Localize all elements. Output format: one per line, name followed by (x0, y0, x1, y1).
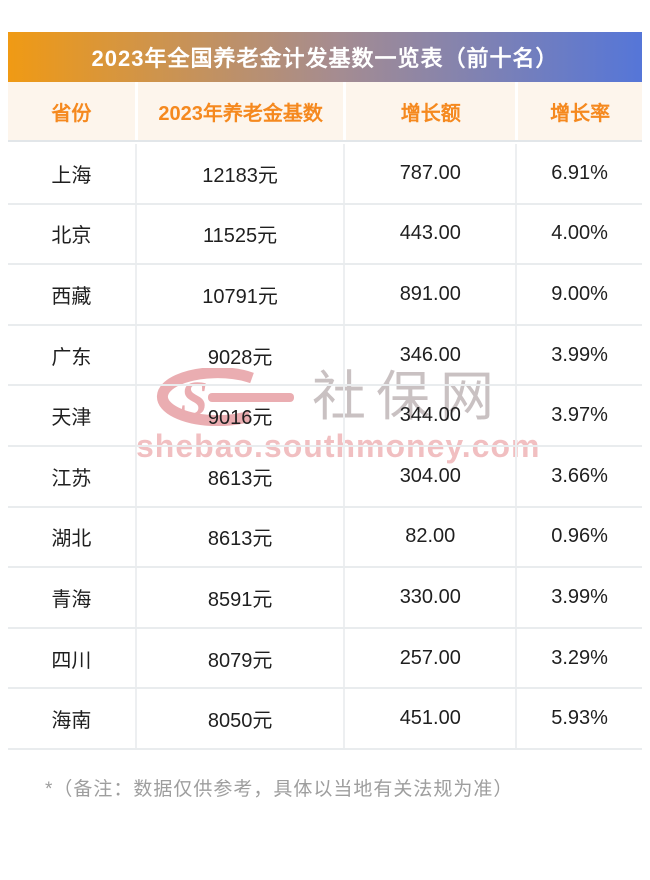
cell-province: 青海 (51, 588, 92, 611)
header-cell-growth-amount: 增长额 (343, 82, 515, 140)
cell-growth-rate: 3.66% (515, 446, 642, 506)
cell-pension-base: 9016元 (134, 386, 344, 445)
table-row: 青海 8591元 330.00 3.99% (8, 568, 642, 629)
table-row: 海南 8050元 451.00 5.93% (8, 689, 642, 750)
cell-growth-amount: 787.00 (343, 144, 515, 203)
cell-pension-base: 8591元 (134, 568, 344, 627)
cell-province: 四川 (51, 649, 92, 672)
cell-growth-amount: 344.00 (343, 386, 515, 445)
header-cell-pension-base: 2023年养老金基数 (134, 82, 344, 140)
table-row: 江苏 8613元 304.00 3.66% (8, 446, 642, 508)
header-cell-growth-rate: 增长率 (515, 82, 642, 140)
cell-growth-rate: 9.00% (515, 265, 642, 324)
cell-province: 天津 (51, 407, 92, 430)
cell-pension-base: 8079元 (134, 628, 344, 688)
cell-growth-amount: 304.00 (343, 446, 515, 506)
cell-province: 海南 (51, 710, 92, 733)
cell-growth-rate: 3.97% (515, 386, 642, 445)
cell-province: 上海 (51, 164, 92, 187)
cell-pension-base: 10791元 (134, 265, 344, 324)
cell-growth-rate: 3.99% (515, 568, 642, 627)
cell-growth-rate: 3.29% (515, 628, 642, 688)
cell-province: 北京 (51, 225, 92, 248)
cell-growth-amount: 257.00 (343, 628, 515, 688)
cell-growth-rate: 6.91% (515, 144, 642, 203)
table-row: 天津 9016元 344.00 3.97% (8, 386, 642, 447)
table-row: 四川 8079元 257.00 3.29% (8, 628, 642, 690)
cell-province: 江苏 (51, 467, 92, 490)
cell-growth-rate: 0.96% (515, 507, 642, 567)
cell-pension-base: 12183元 (134, 144, 344, 203)
cell-pension-base: 8613元 (134, 507, 344, 567)
cell-province: 西藏 (51, 285, 92, 308)
cell-pension-base: 8050元 (134, 689, 344, 748)
cell-growth-amount: 891.00 (343, 265, 515, 324)
cell-growth-amount: 330.00 (343, 568, 515, 627)
table-row: 北京 11525元 443.00 4.00% (8, 204, 642, 266)
cell-pension-base: 8613元 (134, 446, 344, 506)
table-title-banner: 2023年全国养老金计发基数一览表（前十名） (8, 32, 642, 82)
cell-growth-rate: 4.00% (515, 204, 642, 264)
cell-pension-base: 9028元 (134, 325, 344, 385)
cell-growth-amount: 82.00 (343, 507, 515, 567)
cell-growth-amount: 346.00 (343, 325, 515, 385)
cell-province: 湖北 (51, 528, 92, 551)
page-title: 2023年全国养老金计发基数一览表（前十名） (91, 46, 559, 71)
cell-growth-amount: 451.00 (343, 689, 515, 748)
cell-growth-rate: 5.93% (515, 689, 642, 748)
table-row: 广东 9028元 346.00 3.99% (8, 325, 642, 387)
footnote: *（备注：数据仅供参考，具体以当地有关法规为准） (45, 779, 514, 800)
table-row: 西藏 10791元 891.00 9.00% (8, 265, 642, 326)
table-body: 上海 12183元 787.00 6.91% 北京 11525元 443.00 … (8, 144, 642, 750)
table-row: 上海 12183元 787.00 6.91% (8, 144, 642, 205)
table-row: 湖北 8613元 82.00 0.96% (8, 507, 642, 569)
cell-province: 广东 (51, 346, 92, 369)
table-header-row: 省份 2023年养老金基数 增长额 增长率 (8, 82, 642, 142)
header-cell-province: 省份 (51, 102, 92, 125)
cell-pension-base: 11525元 (134, 204, 344, 264)
cell-growth-amount: 443.00 (343, 204, 515, 264)
cell-growth-rate: 3.99% (515, 325, 642, 385)
